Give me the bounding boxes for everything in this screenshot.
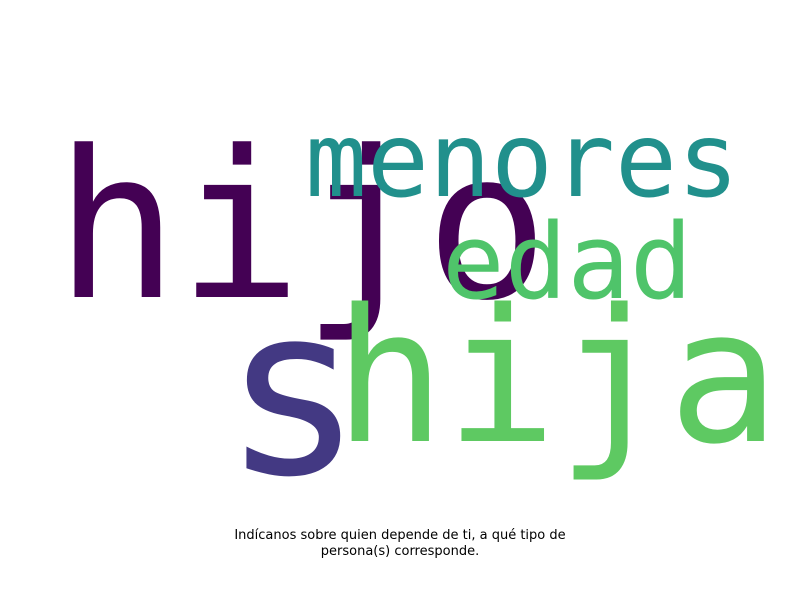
word-hijo: hijo	[55, 108, 549, 346]
word-menores: menores	[305, 101, 740, 221]
word-s: s	[222, 256, 364, 529]
word-hija: hija	[334, 269, 780, 485]
word-edad: edad	[442, 201, 693, 323]
caption-line-1: Indícanos sobre quien depende de ti, a q…	[234, 528, 566, 543]
caption-line-2: persona(s) corresponde.	[320, 544, 480, 559]
caption: Indícanos sobre quien depende de ti, a q…	[0, 528, 800, 560]
